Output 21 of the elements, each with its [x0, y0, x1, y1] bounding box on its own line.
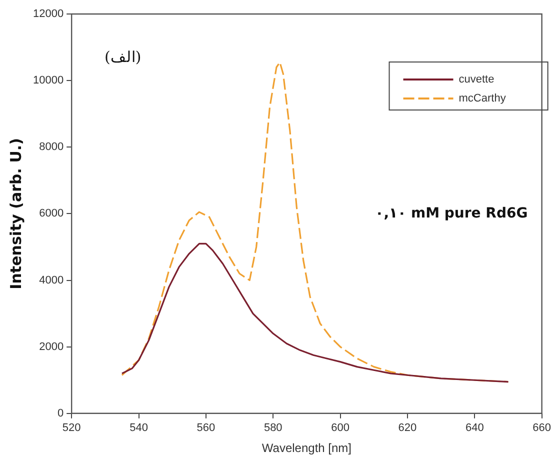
- annotation: ۰,۱۰ mM pure Rd6G: [375, 205, 528, 222]
- legend-label: mcCarthy: [458, 92, 506, 105]
- y-tick-label: 4000: [39, 274, 64, 286]
- x-tick-label: 540: [130, 422, 148, 434]
- y-tick-label: 8000: [39, 141, 64, 154]
- y-tick-label: 12000: [32, 8, 64, 20]
- x-tick-label: 620: [398, 422, 417, 434]
- annotation: (الف): [104, 48, 142, 66]
- x-tick-label: 600: [331, 422, 350, 434]
- y-tick-label: 6000: [39, 208, 64, 220]
- x-tick-label: 640: [465, 422, 484, 434]
- y-tick-label: 2000: [39, 340, 64, 353]
- x-tick-label: 580: [264, 422, 282, 434]
- y-axis-title: Intensity (arb. U.): [6, 138, 25, 290]
- y-tick-label: 0: [57, 407, 64, 420]
- y-tick-label: 10000: [32, 74, 64, 87]
- x-tick-label: 660: [532, 422, 552, 434]
- x-tick-label: 560: [196, 422, 216, 434]
- x-tick-label: 520: [62, 422, 81, 434]
- x-axis-title: Wavelength [nm]: [262, 441, 352, 456]
- legend-label: cuvette: [458, 74, 494, 86]
